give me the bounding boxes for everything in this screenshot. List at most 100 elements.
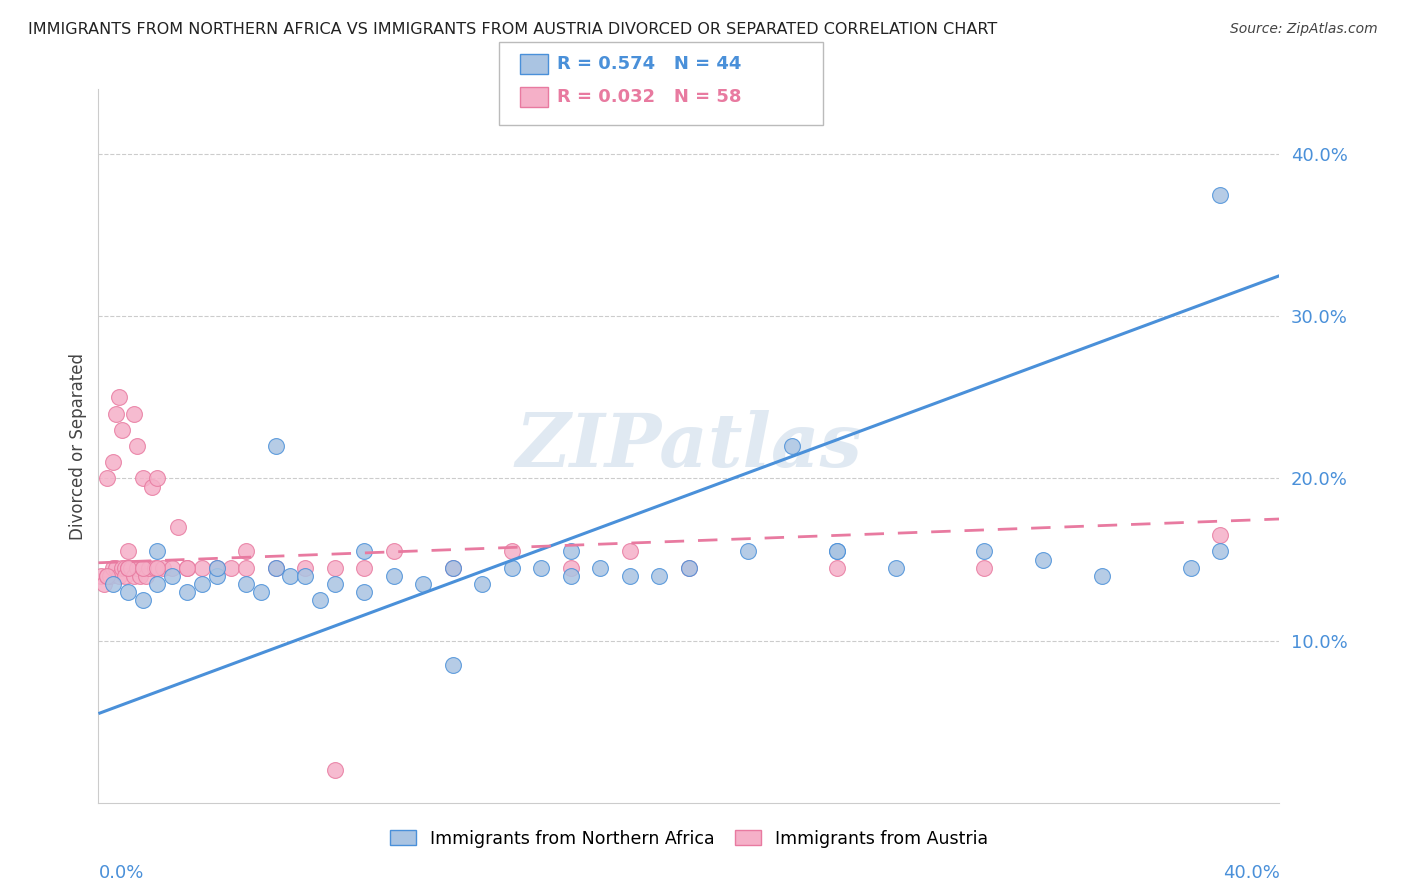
Point: [143, 560, 166, 574]
Point: [619, 544, 641, 558]
Point: [114, 568, 136, 582]
Point: [648, 568, 671, 582]
Point: [353, 544, 375, 558]
Text: IMMIGRANTS FROM NORTHERN AFRICA VS IMMIGRANTS FROM AUSTRIA DIVORCED OR SEPARATED: IMMIGRANTS FROM NORTHERN AFRICA VS IMMIG…: [28, 22, 997, 37]
Point: [471, 577, 494, 591]
Point: [125, 439, 148, 453]
Text: 0.0%: 0.0%: [98, 864, 143, 882]
Point: [264, 439, 287, 453]
Point: [93, 577, 115, 591]
Point: [205, 560, 228, 574]
Point: [103, 560, 125, 574]
Point: [221, 560, 243, 574]
Text: R = 0.032   N = 58: R = 0.032 N = 58: [557, 88, 741, 106]
Point: [441, 560, 464, 574]
Point: [162, 560, 183, 574]
Point: [737, 544, 759, 558]
Point: [191, 560, 214, 574]
Point: [1209, 187, 1232, 202]
Point: [280, 568, 302, 582]
Point: [678, 560, 700, 574]
Point: [176, 560, 198, 574]
Text: ZIPatlas: ZIPatlas: [516, 409, 862, 483]
Point: [176, 585, 198, 599]
Point: [167, 520, 190, 534]
Point: [132, 593, 155, 607]
Point: [176, 560, 198, 574]
Point: [105, 560, 128, 574]
Point: [132, 560, 155, 574]
Point: [264, 560, 287, 574]
Point: [1091, 568, 1114, 582]
Point: [96, 471, 118, 485]
Point: [132, 560, 155, 574]
Point: [235, 577, 257, 591]
Point: [128, 568, 150, 582]
Point: [353, 560, 375, 574]
Point: [323, 560, 346, 574]
Point: [412, 577, 434, 591]
Point: [353, 585, 375, 599]
Point: [1032, 552, 1054, 566]
Point: [501, 544, 523, 558]
Point: [884, 560, 907, 574]
Point: [382, 568, 405, 582]
Point: [825, 544, 848, 558]
Point: [122, 568, 145, 582]
Point: [250, 585, 273, 599]
Point: [441, 657, 464, 672]
Point: [619, 568, 641, 582]
Text: R = 0.574   N = 44: R = 0.574 N = 44: [557, 55, 741, 73]
Point: [138, 560, 160, 574]
Point: [1209, 544, 1232, 558]
Point: [90, 568, 112, 582]
Point: [205, 568, 228, 582]
Point: [146, 544, 169, 558]
Text: Source: ZipAtlas.com: Source: ZipAtlas.com: [1230, 22, 1378, 37]
Point: [105, 407, 128, 421]
Point: [117, 560, 139, 574]
Point: [103, 455, 125, 469]
Point: [973, 544, 995, 558]
Point: [678, 560, 700, 574]
Point: [141, 479, 163, 493]
Point: [235, 560, 257, 574]
Point: [117, 544, 139, 558]
Point: [323, 577, 346, 591]
Point: [111, 423, 134, 437]
Point: [146, 471, 169, 485]
Point: [973, 560, 995, 574]
Point: [560, 544, 582, 558]
Point: [441, 560, 464, 574]
Point: [120, 560, 142, 574]
Point: [117, 560, 139, 574]
Point: [117, 585, 139, 599]
Point: [132, 471, 155, 485]
Point: [108, 568, 131, 582]
Legend: Immigrants from Northern Africa, Immigrants from Austria: Immigrants from Northern Africa, Immigra…: [389, 830, 988, 847]
Y-axis label: Divorced or Separated: Divorced or Separated: [69, 352, 87, 540]
Point: [191, 577, 214, 591]
Point: [125, 560, 148, 574]
Point: [111, 560, 134, 574]
Text: 40.0%: 40.0%: [1223, 864, 1279, 882]
Point: [162, 568, 183, 582]
Point: [146, 577, 169, 591]
Point: [235, 544, 257, 558]
Point: [264, 560, 287, 574]
Point: [294, 568, 316, 582]
Point: [96, 568, 118, 582]
Point: [825, 560, 848, 574]
Point: [146, 560, 169, 574]
Point: [152, 560, 174, 574]
Point: [122, 407, 145, 421]
Point: [560, 560, 582, 574]
Point: [1209, 528, 1232, 542]
Point: [96, 568, 118, 582]
Point: [382, 544, 405, 558]
Point: [309, 593, 332, 607]
Point: [589, 560, 612, 574]
Point: [825, 544, 848, 558]
Point: [1180, 560, 1202, 574]
Point: [108, 390, 131, 404]
